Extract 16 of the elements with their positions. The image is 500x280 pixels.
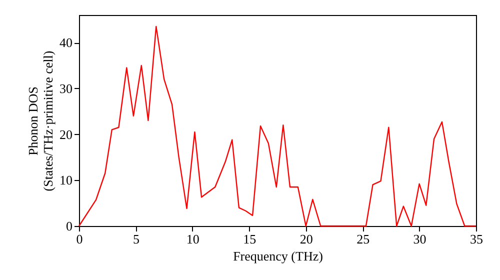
x-tick-label: 35 xyxy=(470,232,483,246)
x-tick-label: 20 xyxy=(300,232,313,246)
x-axis-title: Frequency (THz) xyxy=(233,248,323,264)
line-series xyxy=(78,26,477,227)
y-tick-label: 0 xyxy=(66,218,72,234)
x-tick-label: 10 xyxy=(186,232,200,246)
y-tick-label: 20 xyxy=(60,126,72,142)
x-tick-label: 0 xyxy=(76,232,83,246)
y-axis-title: Phonon DOS (States/THz·primitive cell) xyxy=(26,50,56,192)
y-tick-label: 40 xyxy=(60,35,72,50)
x-tick-label: 25 xyxy=(356,232,370,246)
y-tick-label: 10 xyxy=(60,172,72,188)
x-tick-label: 30 xyxy=(413,232,426,246)
x-tick-label: 15 xyxy=(243,232,256,246)
x-tick-label: 5 xyxy=(132,232,140,246)
y-tick-label: 30 xyxy=(60,80,72,96)
